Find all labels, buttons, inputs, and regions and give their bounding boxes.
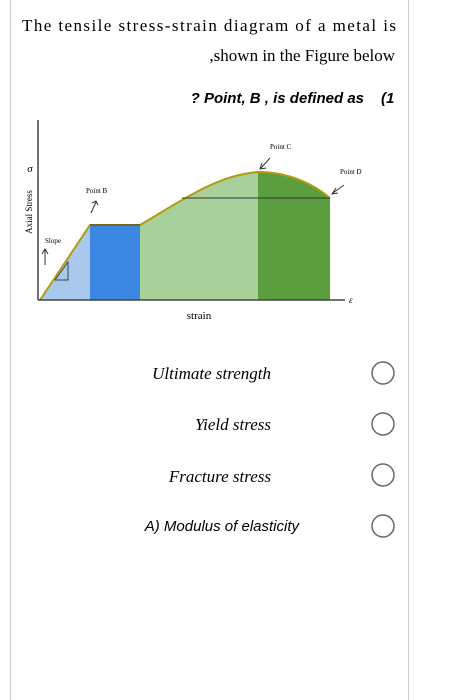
stress-strain-curve xyxy=(39,170,331,301)
label: Slope xyxy=(45,237,61,245)
arrow xyxy=(41,248,49,265)
option-label[interactable]: Yield stress xyxy=(195,415,271,434)
x-axis-label: strain xyxy=(187,310,212,322)
question-line: The tensile stress-strain diagram of a m… xyxy=(22,16,396,35)
label: Point C xyxy=(270,143,292,151)
figure: σ Axial Stress Slope Point B Point C Poi… xyxy=(24,120,362,322)
radio-button[interactable] xyxy=(371,361,395,385)
y-axis-label: Axial Stress xyxy=(24,190,34,234)
arrow xyxy=(90,200,99,214)
question-line: ? Point, B , is defined as xyxy=(191,90,364,107)
yield-area xyxy=(90,225,140,300)
hardening-area xyxy=(140,172,258,300)
y-symbol: σ xyxy=(27,163,33,175)
question-number: (1 xyxy=(381,90,394,107)
label: Point D xyxy=(340,168,362,176)
radio-button[interactable] xyxy=(371,412,395,436)
slope-triangle xyxy=(54,260,69,281)
arrow xyxy=(259,157,271,170)
radio-button[interactable] xyxy=(371,463,395,487)
radio-button[interactable] xyxy=(371,514,395,538)
option-label[interactable]: Ultimate strength xyxy=(152,364,271,383)
question-line: ,shown in the Figure below xyxy=(209,46,395,65)
option-label[interactable]: Fracture stress xyxy=(168,467,272,486)
label: Point B xyxy=(86,187,108,195)
necking-area xyxy=(258,172,330,300)
x-symbol: ε xyxy=(349,295,353,305)
option-label[interactable]: A) Modulus of elasticity xyxy=(144,518,301,535)
arrow xyxy=(330,184,345,195)
